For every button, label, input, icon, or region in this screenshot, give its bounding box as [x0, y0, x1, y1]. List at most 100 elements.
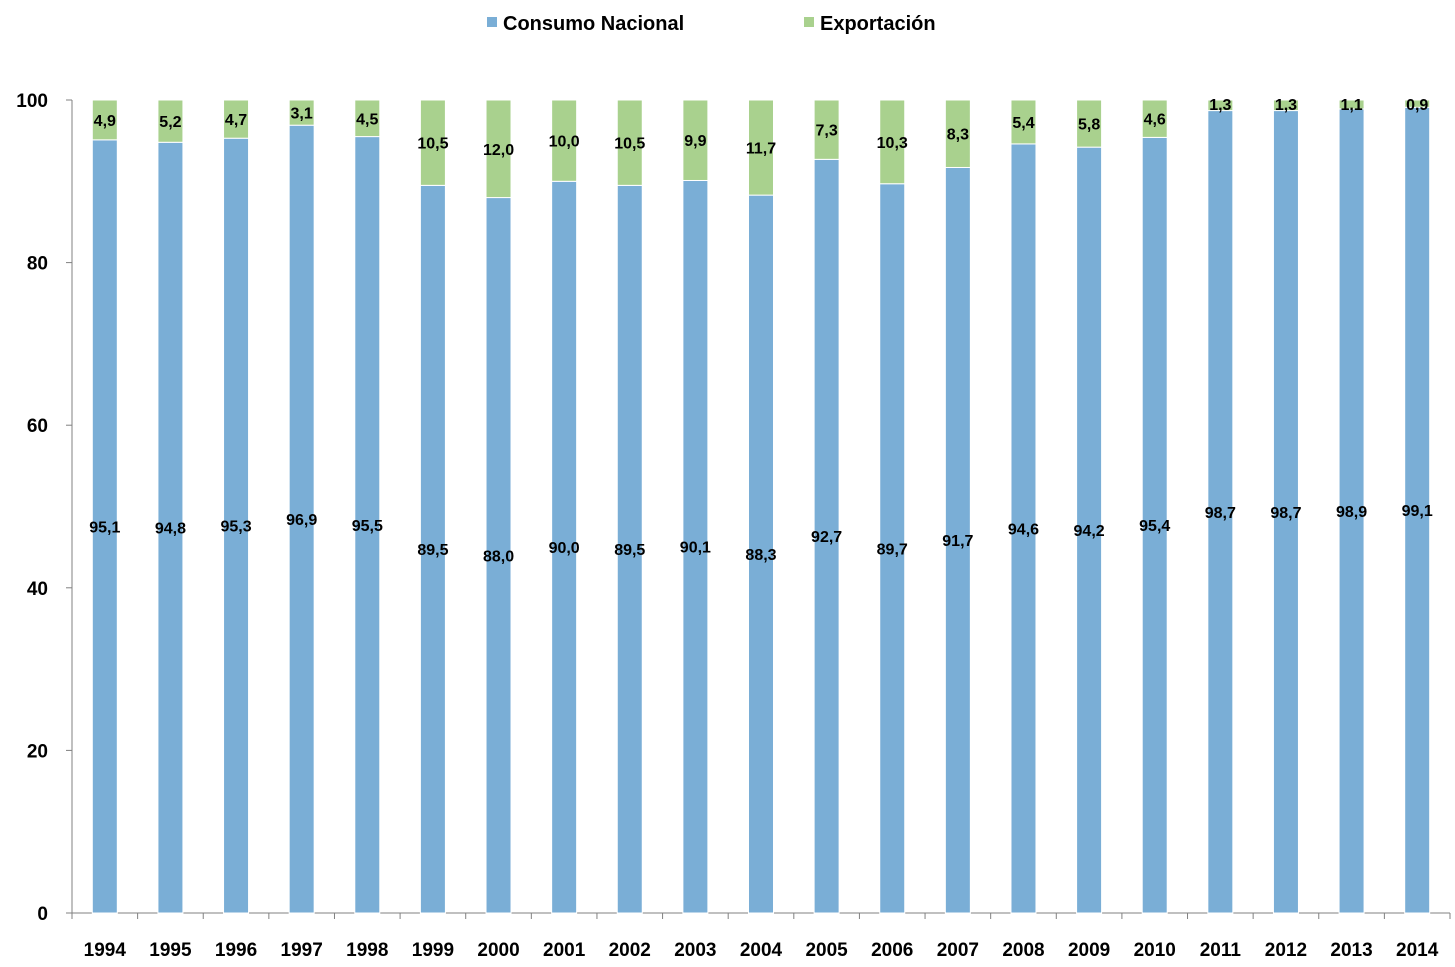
data-label-exportacion: 9,9 — [684, 133, 706, 150]
bar-consumo-nacional — [1076, 146, 1103, 914]
data-label-consumo-nacional: 94,6 — [1008, 521, 1039, 538]
data-label-exportacion: 12,0 — [483, 142, 514, 159]
bar-consumo-nacional — [354, 136, 381, 914]
data-label-exportacion: 4,5 — [356, 111, 378, 128]
data-label-consumo-nacional: 90,1 — [680, 540, 711, 557]
data-label-consumo-nacional: 88,0 — [483, 548, 514, 565]
bar-consumo-nacional — [1010, 143, 1037, 914]
data-label-exportacion: 11,7 — [746, 141, 776, 158]
bar-consumo-nacional — [223, 137, 250, 914]
data-label-exportacion: 7,3 — [815, 123, 837, 140]
x-tick-label: 2010 — [1134, 940, 1176, 961]
legend-swatch — [804, 17, 814, 27]
x-tick-label: 2001 — [543, 940, 586, 961]
x-tick-label: 2005 — [805, 940, 848, 961]
bar-exportacion — [1076, 99, 1103, 148]
bar-exportacion — [1141, 99, 1168, 138]
data-label-consumo-nacional: 89,7 — [877, 541, 908, 558]
data-label-consumo-nacional: 98,7 — [1270, 505, 1301, 522]
data-label-consumo-nacional: 92,7 — [811, 529, 842, 546]
x-tick-label: 2009 — [1068, 940, 1110, 961]
data-label-consumo-nacional: 90,0 — [549, 540, 580, 557]
bar-consumo-nacional — [1207, 110, 1234, 914]
bar-consumo-nacional — [1404, 106, 1431, 914]
bar-consumo-nacional — [1338, 108, 1365, 914]
data-label-consumo-nacional: 96,9 — [286, 512, 317, 529]
data-label-consumo-nacional: 94,8 — [155, 521, 186, 538]
bar-consumo-nacional — [748, 194, 774, 914]
data-label-exportacion: 0,9 — [1406, 97, 1428, 114]
y-tick-label: 100 — [16, 91, 48, 112]
data-label-exportacion: 1,3 — [1275, 97, 1297, 114]
x-tick-label: 1998 — [346, 940, 388, 961]
bar-exportacion — [682, 99, 709, 181]
bar-consumo-nacional — [944, 166, 971, 914]
x-tick-label: 2000 — [477, 940, 519, 961]
y-tick-label: 40 — [27, 579, 48, 600]
data-label-consumo-nacional: 95,1 — [89, 519, 120, 536]
bar-exportacion — [748, 99, 774, 196]
legend-swatch — [487, 17, 497, 27]
legend-label: Exportación — [820, 13, 936, 35]
x-tick-label: 1997 — [281, 940, 323, 961]
bar-exportacion — [223, 99, 250, 139]
legend-label: Consumo Nacional — [503, 13, 684, 35]
bar-exportacion — [288, 99, 315, 126]
bar-consumo-nacional — [1141, 136, 1168, 914]
y-tick-label: 80 — [27, 254, 48, 275]
bar-exportacion — [485, 99, 512, 199]
data-label-consumo-nacional: 98,7 — [1205, 505, 1236, 522]
data-label-consumo-nacional: 94,2 — [1074, 523, 1105, 540]
data-label-consumo-nacional: 95,3 — [220, 519, 251, 536]
data-label-consumo-nacional: 99,1 — [1402, 503, 1433, 520]
data-label-exportacion: 5,8 — [1078, 117, 1100, 134]
data-label-exportacion: 1,3 — [1209, 97, 1231, 114]
bar-exportacion — [551, 99, 578, 182]
bar-exportacion — [1338, 99, 1365, 110]
data-label-exportacion: 5,2 — [159, 114, 181, 131]
bar-consumo-nacional — [288, 124, 315, 914]
data-label-exportacion: 10,5 — [614, 136, 645, 153]
y-tick-label: 0 — [37, 904, 48, 925]
x-tick-label: 1996 — [215, 940, 257, 961]
bar-exportacion — [813, 99, 840, 160]
bar-consumo-nacional — [157, 141, 184, 914]
x-tick-label: 2004 — [740, 940, 783, 961]
x-tick-label: 2013 — [1330, 940, 1372, 961]
data-label-exportacion: 8,3 — [947, 127, 969, 144]
x-tick-label: 2014 — [1396, 940, 1439, 961]
bar-exportacion — [91, 99, 118, 141]
bar-exportacion — [944, 99, 971, 168]
data-label-consumo-nacional: 89,5 — [417, 542, 448, 559]
data-label-exportacion: 3,1 — [291, 106, 313, 123]
bar-consumo-nacional — [1272, 110, 1299, 914]
bar-exportacion — [1272, 99, 1299, 112]
x-tick-label: 2007 — [937, 940, 979, 961]
x-tick-label: 2011 — [1200, 940, 1242, 961]
bar-consumo-nacional — [419, 184, 446, 914]
bar-exportacion — [354, 99, 381, 138]
data-label-exportacion: 4,7 — [225, 112, 247, 129]
x-tick-label: 2012 — [1265, 940, 1307, 961]
bar-consumo-nacional — [682, 179, 709, 914]
data-label-consumo-nacional: 91,7 — [942, 533, 973, 550]
bar-exportacion — [157, 99, 184, 143]
data-label-consumo-nacional: 89,5 — [614, 542, 645, 559]
legend: Consumo Nacional Exportación — [487, 13, 936, 35]
data-label-consumo-nacional: 95,4 — [1139, 518, 1170, 535]
data-label-consumo-nacional: 88,3 — [745, 547, 776, 564]
x-tick-label: 2008 — [1002, 940, 1044, 961]
bar-consumo-nacional — [551, 180, 578, 914]
data-label-consumo-nacional: 95,5 — [352, 518, 383, 535]
data-label-exportacion: 10,5 — [417, 136, 448, 153]
bar-exportacion — [419, 99, 446, 186]
data-label-exportacion: 10,3 — [877, 135, 908, 152]
data-label-exportacion: 10,0 — [549, 134, 580, 151]
bar-exportacion — [1404, 99, 1431, 108]
bar-exportacion — [1207, 99, 1234, 112]
data-label-consumo-nacional: 98,9 — [1336, 504, 1367, 521]
data-label-exportacion: 4,9 — [94, 113, 116, 130]
x-tick-label: 1994 — [84, 940, 127, 961]
